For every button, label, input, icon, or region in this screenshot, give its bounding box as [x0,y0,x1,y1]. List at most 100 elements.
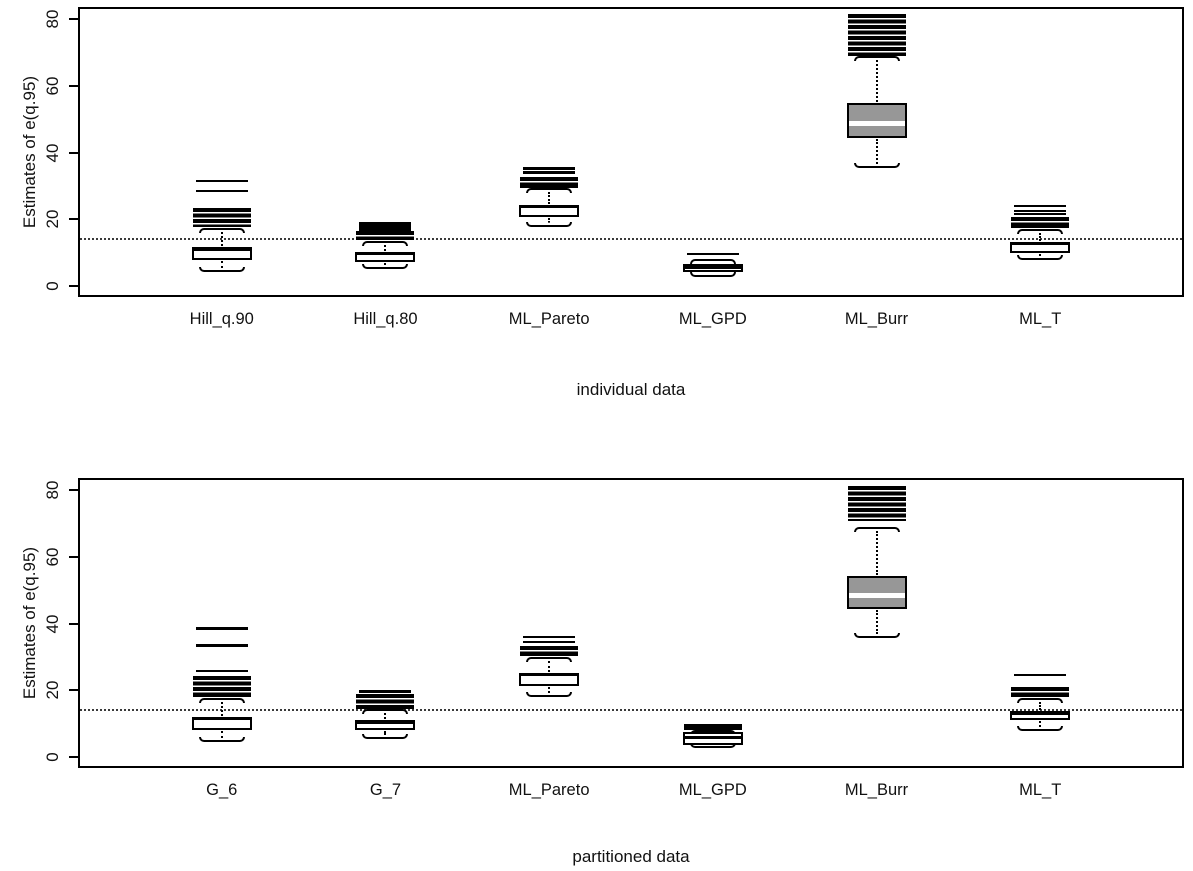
y-axis-title-bottom: Estimates of e(q.95) [20,546,39,700]
boxplot-g-6-outlier-dash [195,627,248,630]
boxplot-hill-q-90-outlier-dash [195,189,248,193]
boxplot-ml-gpd-upper-staple [689,258,736,264]
boxplot-ml-pareto-lower-staple [526,221,573,227]
y-tick [69,555,78,558]
category-label-ml-t: ML_T [1019,310,1062,328]
y-tick-label: 0 [43,752,62,762]
category-label-ml-pareto: ML_Pareto [508,781,590,799]
y-tick [69,84,78,87]
category-label-ml-gpd: ML_GPD [678,310,747,328]
y-tick-label: 0 [43,281,62,291]
boxplot-g-6-outlier-dash [195,669,248,673]
boxplot-ml-t-lower-whisker [1039,254,1042,257]
reference-line [80,709,1182,712]
boxplot-hill-q-80-lower-staple [362,263,409,269]
boxplot-g-6-upper-whisker [220,701,223,716]
boxplot-g-7-upper-staple [362,709,409,715]
boxplot-ml-pareto-lower-whisker [548,686,551,693]
boxplot-ml-pareto-outlier-band [520,645,579,657]
boxplot-ml-gpd-median-line [684,736,741,740]
category-label-g-6: G_6 [206,781,238,799]
boxplot-ml-gpd-median-line [684,265,741,269]
y-axis-title-top: Estimates of e(q.95) [20,75,39,229]
boxplot-ml-pareto-upper-staple [526,188,573,194]
boxplot-ml-pareto-outlier-dash [523,171,576,174]
y-tick-label: 40 [43,143,62,162]
panel-caption-top: individual data [576,380,686,399]
boxplot-ml-pareto-outlier-dash [523,167,576,170]
category-label-hill-q-90: Hill_q.90 [189,310,254,328]
boxplot-g-6-outlier-band [192,675,251,698]
y-tick [69,622,78,625]
boxplot-ml-burr-lower-staple [853,633,900,639]
y-tick-label: 60 [43,547,62,567]
category-label-ml-burr: ML_Burr [844,781,909,799]
boxplot-ml-t-upper-whisker [1039,701,1042,711]
boxplot-ml-burr-outlier-band [847,13,906,57]
category-label-ml-gpd: ML_GPD [678,781,747,799]
boxplot-ml-burr-outlier-band [847,486,906,522]
boxplot-ml-pareto-upper-staple [526,656,573,662]
boxplot-g-7-outlier-band [356,693,415,709]
boxplot-ml-pareto-median-line [521,672,578,676]
boxplot-hill-q-90-upper-staple [198,227,245,233]
category-label-ml-t: ML_T [1019,781,1062,799]
boxplot-ml-burr-lower-whisker [875,610,878,635]
boxplot-ml-t-outlier-band [1011,687,1070,698]
panel-caption-bottom: partitioned data [572,847,690,866]
boxplot-g-6-median-line [193,717,250,721]
boxplot-ml-t-outlier-dash [1014,209,1067,213]
boxplot-hill-q-90-median-line [193,247,250,251]
boxplot-hill-q-80-upper-staple [362,240,409,246]
boxplot-ml-burr-median-line [848,120,905,126]
y-tick [69,489,78,491]
boxplot-hill-q-80-outlier-dash [359,225,412,228]
y-tick-label: 20 [43,209,62,229]
boxplot-hill-q-80-upper-whisker [384,244,387,252]
top-panel-frame [78,7,1184,297]
boxplot-hill-q-90-outlier-band [192,208,251,228]
boxplot-ml-t-outlier-band [1011,216,1070,229]
boxplot-hill-q-80-outlier-dash [359,222,412,225]
boxplot-g-7-median-line [357,720,414,724]
boxplot-hill-q-90-outlier-dash [195,179,248,183]
y-tick [69,218,78,221]
boxplot-ml-pareto-upper-whisker [548,192,551,204]
boxplot-hill-q-80-median-line [357,252,414,256]
boxplot-hill-q-90-lower-staple [198,266,245,272]
boxplot-ml-burr-upper-whisker [875,531,878,576]
boxplot-g-7-lower-whisker [384,730,387,736]
y-tick-label: 40 [43,614,62,633]
y-tick [69,755,78,758]
boxplot-ml-t-median-line [1012,241,1069,245]
boxplot-ml-gpd-lower-staple [689,271,736,277]
boxplot-hill-q-90-lower-whisker [220,260,223,268]
y-tick-label: 20 [43,680,62,700]
boxplot-ml-t-lower-whisker [1039,721,1042,727]
reference-line [80,238,1182,241]
boxplot-g-7-upper-whisker [384,713,387,720]
boxplot-ml-burr-upper-whisker [875,60,878,103]
boxplot-hill-q-80-outlier-dash [359,228,412,231]
y-tick [69,284,78,287]
boxplot-ml-burr-upper-staple [853,527,900,533]
boxplot-ml-pareto-lower-whisker [548,217,551,223]
category-label-ml-pareto: ML_Pareto [508,310,590,328]
boxplot-ml-t-outlier-dash [1014,212,1067,216]
boxplot-g-6-lower-whisker [220,730,223,738]
y-tick [69,151,78,154]
boxplot-ml-burr-median-line [848,593,905,599]
boxplot-ml-burr-box [846,576,907,610]
boxplot-ml-pareto-median-line [521,205,578,209]
boxplot-ml-t-upper-staple [1017,697,1064,703]
boxplot-hill-q-80-lower-whisker [384,262,387,265]
boxplot-ml-burr-lower-staple [853,162,900,168]
boxplot-ml-gpd-outlier-band [683,723,742,730]
boxplot-ml-pareto-outlier-dash [523,635,576,638]
boxplot-ml-t-upper-staple [1017,228,1064,234]
boxplot-ml-burr-lower-whisker [875,139,878,164]
category-label-g-7: G_7 [369,781,402,799]
y-tick-label: 60 [43,76,62,96]
boxplot-hill-q-80-outlier-band [356,231,415,240]
